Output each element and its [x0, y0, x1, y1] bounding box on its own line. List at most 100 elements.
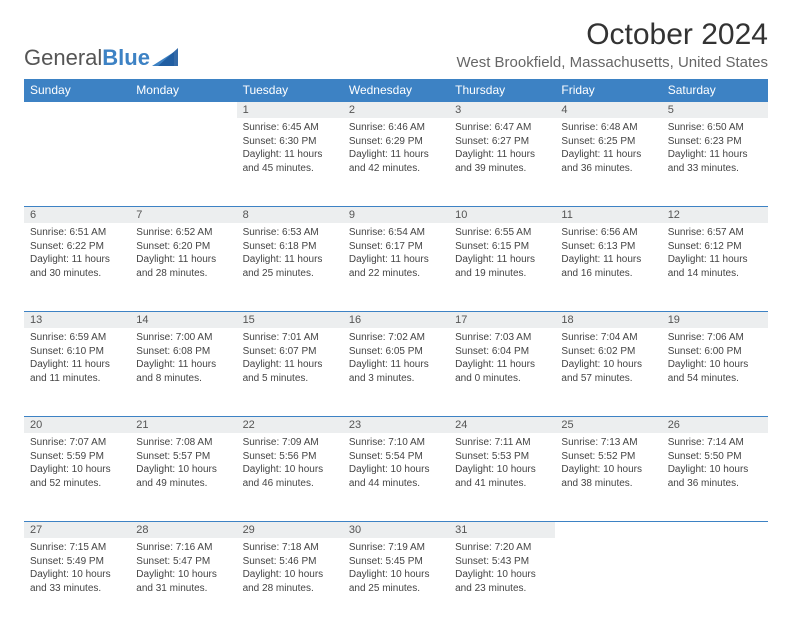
day-content: Sunrise: 6:50 AMSunset: 6:23 PMDaylight:…: [662, 118, 768, 181]
sunset-line: Sunset: 5:47 PM: [136, 555, 230, 569]
sunset-line: Sunset: 6:20 PM: [136, 240, 230, 254]
daynum-row: 12345: [24, 101, 768, 118]
day-cell: Sunrise: 7:04 AMSunset: 6:02 PMDaylight:…: [555, 328, 661, 416]
day-content-row: Sunrise: 6:51 AMSunset: 6:22 PM Daylight:…: [24, 223, 768, 311]
weekday-header: Tuesday: [237, 79, 343, 101]
sunrise-line: Sunrise: 7:20 AM: [455, 541, 549, 555]
daynum-cell: 21: [130, 416, 236, 433]
day-number: 12: [662, 206, 768, 223]
daylight-line: Daylight: 11 hours and 19 minutes.: [455, 253, 549, 280]
daynum-cell: 11: [555, 206, 661, 223]
daynum-row: 2728293031: [24, 521, 768, 538]
daylight-line: Daylight: 11 hours and 39 minutes.: [455, 148, 549, 175]
sunset-line: Sunset: 6:23 PM: [668, 135, 762, 149]
weekday-header: Saturday: [662, 79, 768, 101]
daylight-line: Daylight: 10 hours and 54 minutes.: [668, 358, 762, 385]
day-cell: Sunrise: 7:11 AMSunset: 5:53 PMDaylight:…: [449, 433, 555, 521]
day-content: [24, 118, 130, 127]
page-header: GeneralBlue October 2024 West Brookfield…: [24, 18, 768, 71]
brand-text: GeneralBlue: [24, 45, 150, 71]
sunrise-line: Sunrise: 7:16 AM: [136, 541, 230, 555]
daynum-cell: 20: [24, 416, 130, 433]
day-cell: Sunrise: 6:46 AMSunset: 6:29 PMDaylight:…: [343, 118, 449, 206]
day-number: 26: [662, 416, 768, 433]
day-content: Sunrise: 7:04 AMSunset: 6:02 PMDaylight:…: [555, 328, 661, 391]
sunrise-line: Sunrise: 7:19 AM: [349, 541, 443, 555]
sunset-line: Sunset: 5:57 PM: [136, 450, 230, 464]
sunset-line: Sunset: 6:25 PM: [561, 135, 655, 149]
sunrise-line: Sunrise: 7:14 AM: [668, 436, 762, 450]
sunrise-line: Sunrise: 7:04 AM: [561, 331, 655, 345]
sunrise-line: Sunrise: 7:10 AM: [349, 436, 443, 450]
daynum-cell: 22: [237, 416, 343, 433]
daylight-line: Daylight: 11 hours and 22 minutes.: [349, 253, 443, 280]
weekday-header-row: Sunday Monday Tuesday Wednesday Thursday…: [24, 79, 768, 101]
day-content: [662, 538, 768, 547]
day-number-empty: [24, 101, 130, 118]
daynum-cell: 18: [555, 311, 661, 328]
day-content: Sunrise: 6:54 AMSunset: 6:17 PMDaylight:…: [343, 223, 449, 286]
sunrise-line: Sunrise: 6:57 AM: [668, 226, 762, 240]
day-content: Sunrise: 7:09 AMSunset: 5:56 PMDaylight:…: [237, 433, 343, 496]
daylight-line: Daylight: 11 hours and 8 minutes.: [136, 358, 230, 385]
daynum-cell: 27: [24, 521, 130, 538]
brand-part1: General: [24, 45, 102, 70]
day-cell: Sunrise: 7:03 AMSunset: 6:04 PMDaylight:…: [449, 328, 555, 416]
daylight-line: Daylight: 10 hours and 52 minutes.: [30, 463, 124, 490]
day-content: Sunrise: 7:03 AMSunset: 6:04 PMDaylight:…: [449, 328, 555, 391]
daylight-line: Daylight: 11 hours and 36 minutes.: [561, 148, 655, 175]
day-cell: Sunrise: 7:20 AMSunset: 5:43 PMDaylight:…: [449, 538, 555, 626]
day-cell: Sunrise: 7:09 AMSunset: 5:56 PMDaylight:…: [237, 433, 343, 521]
day-number: 7: [130, 206, 236, 223]
daynum-cell: [662, 521, 768, 538]
daylight-line: Daylight: 10 hours and 41 minutes.: [455, 463, 549, 490]
day-cell: Sunrise: 6:53 AMSunset: 6:18 PMDaylight:…: [237, 223, 343, 311]
day-number: 22: [237, 416, 343, 433]
sunrise-line: Sunrise: 7:08 AM: [136, 436, 230, 450]
brand-part2: Blue: [102, 45, 150, 70]
sunset-line: Sunset: 6:29 PM: [349, 135, 443, 149]
sunrise-line: Sunrise: 6:54 AM: [349, 226, 443, 240]
sunset-line: Sunset: 6:22 PM: [30, 240, 124, 254]
day-number: 20: [24, 416, 130, 433]
day-number: 17: [449, 311, 555, 328]
sunrise-line: Sunrise: 7:00 AM: [136, 331, 230, 345]
day-content: Sunrise: 7:15 AMSunset: 5:49 PMDaylight:…: [24, 538, 130, 601]
day-cell: Sunrise: 7:18 AMSunset: 5:46 PMDaylight:…: [237, 538, 343, 626]
daynum-cell: 4: [555, 101, 661, 118]
sunset-line: Sunset: 5:52 PM: [561, 450, 655, 464]
day-content: Sunrise: 7:19 AMSunset: 5:45 PMDaylight:…: [343, 538, 449, 601]
day-cell: Sunrise: 7:01 AMSunset: 6:07 PMDaylight:…: [237, 328, 343, 416]
daynum-cell: 8: [237, 206, 343, 223]
sunrise-line: Sunrise: 6:51 AM: [30, 226, 124, 240]
sunset-line: Sunset: 5:50 PM: [668, 450, 762, 464]
sunrise-line: Sunrise: 7:15 AM: [30, 541, 124, 555]
sunrise-line: Sunrise: 7:03 AM: [455, 331, 549, 345]
sunset-line: Sunset: 6:17 PM: [349, 240, 443, 254]
day-number: 30: [343, 521, 449, 538]
daynum-cell: 17: [449, 311, 555, 328]
day-cell: Sunrise: 7:00 AMSunset: 6:08 PMDaylight:…: [130, 328, 236, 416]
daylight-line: Daylight: 10 hours and 33 minutes.: [30, 568, 124, 595]
sunrise-line: Sunrise: 7:07 AM: [30, 436, 124, 450]
day-number: 10: [449, 206, 555, 223]
sunset-line: Sunset: 6:30 PM: [243, 135, 337, 149]
day-content: Sunrise: 7:14 AMSunset: 5:50 PMDaylight:…: [662, 433, 768, 496]
weekday-header: Friday: [555, 79, 661, 101]
sunset-line: Sunset: 6:15 PM: [455, 240, 549, 254]
day-number: 31: [449, 521, 555, 538]
sunset-line: Sunset: 6:05 PM: [349, 345, 443, 359]
day-content: Sunrise: 6:46 AMSunset: 6:29 PMDaylight:…: [343, 118, 449, 181]
weekday-header: Monday: [130, 79, 236, 101]
daynum-cell: 16: [343, 311, 449, 328]
day-number: 27: [24, 521, 130, 538]
day-cell: Sunrise: 6:51 AMSunset: 6:22 PMDaylight:…: [24, 223, 130, 311]
daynum-row: 6789101112: [24, 206, 768, 223]
day-content: Sunrise: 6:59 AMSunset: 6:10 PMDaylight:…: [24, 328, 130, 391]
sunset-line: Sunset: 6:27 PM: [455, 135, 549, 149]
daynum-row: 20212223242526: [24, 416, 768, 433]
day-content: Sunrise: 7:06 AMSunset: 6:00 PMDaylight:…: [662, 328, 768, 391]
day-content: Sunrise: 7:13 AMSunset: 5:52 PMDaylight:…: [555, 433, 661, 496]
day-cell: Sunrise: 7:15 AMSunset: 5:49 PMDaylight:…: [24, 538, 130, 626]
daynum-cell: 2: [343, 101, 449, 118]
